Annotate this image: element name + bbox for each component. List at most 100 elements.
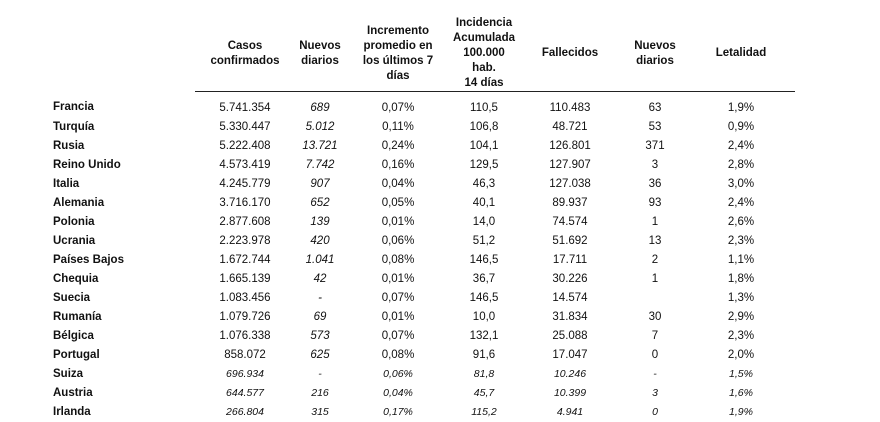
country-name: Polonia [53,215,95,228]
table-row: Turquía 5.330.447 5.012 0,11% 106,8 48.721 53 0… [50,117,795,136]
cell: 0,01% [381,215,415,228]
cell: 146,5 [469,253,499,266]
header-line: Fallecidos [541,47,599,59]
cell: 3,0% [727,177,755,190]
cell: 17.047 [552,348,588,361]
cell: 0,07% [381,101,415,114]
cell: 0,16% [381,158,415,171]
header-line: confirmados [210,54,280,67]
cell: 46,3 [472,177,496,190]
country-name: Portugal [53,348,100,361]
cell: 2,8% [727,158,755,171]
cell: 1.079.726 [219,310,271,323]
cell: 689 [310,101,330,114]
country-name: Alemania [53,196,105,209]
table-row: Ucrania 2.223.978 420 0,06% 51,2 51.692 13 2,3% [50,231,795,250]
cell: 0 [652,405,658,418]
header-line: Letalidad [715,47,767,59]
cell: 652 [310,196,330,209]
header-line: Nuevos [299,39,341,52]
cell: 30 [648,310,662,323]
cell: 0,06% [381,234,415,247]
cell: 132,1 [469,329,499,342]
column-header [50,16,195,92]
cell: 1.672.744 [219,253,271,266]
cell: 1.041 [305,253,335,266]
table-row: Rumanía 1.079.726 69 0,01% 10,0 31.834 30 2,9% [50,307,795,326]
cell: 266.804 [226,405,264,418]
cell: 5.222.408 [219,139,271,152]
cell: 5.012 [305,120,335,133]
cell: 625 [310,348,330,361]
column-header: Incremento promedio en los últimos 7 días [345,16,451,92]
cell: 2,4% [727,196,755,209]
cell: 14,0 [472,215,496,228]
cell: 89.937 [552,196,588,209]
cell: 4.245.779 [219,177,271,190]
header-line: los últimos 7 [362,54,434,67]
header-line: diarios [636,54,674,67]
cell: 420 [310,234,330,247]
cell: 146,5 [469,291,499,304]
cell: 0,06% [383,367,413,380]
cell: 69 [313,310,327,323]
country-name: Bélgica [53,329,94,342]
cell: 0,04% [383,386,413,399]
cell: 858.072 [224,348,266,361]
column-header: Nuevos diarios [295,16,345,92]
cell: 1.665.139 [219,272,271,285]
cell: 104,1 [469,139,499,152]
header-line: Casos [227,39,263,52]
column-header: Nuevos diarios [623,16,687,92]
cell: 0,11% [382,120,414,133]
header-line: días [386,69,410,82]
cell: 115,2 [471,405,497,418]
cell: 1,9% [727,101,755,114]
country-name: Ucrania [53,234,96,247]
cell: 13 [648,234,662,247]
cell: 5.741.354 [219,101,271,114]
table-row: Chequia 1.665.139 42 0,01% 36,7 30.226 1 1,8% [50,269,795,288]
cell: 0,07% [381,329,415,342]
cell: 45,7 [473,386,495,399]
cell: 139 [310,215,330,228]
cell: 7.742 [305,158,335,171]
cell: 2 [651,253,659,266]
table-row: Alemania 3.716.170 652 0,05% 40,1 89.937 93 2,4… [50,193,795,212]
cell: 0,17% [383,405,413,418]
cell: 0,07% [381,291,415,304]
header-line: Acumulada [453,32,515,44]
cell: 315 [311,405,329,418]
cell: 36,7 [472,272,496,285]
cell: 42 [313,272,327,285]
column-header: Incidencia Acumulada 100.000 hab. 14 días [451,16,517,92]
cell: 7 [651,329,659,342]
cell: 25.088 [552,329,588,342]
cell: 2.877.608 [219,215,271,228]
cell: 1,5% [729,367,753,380]
header-line: 14 días [464,77,504,89]
cell: 51,2 [472,234,496,247]
cell: 74.574 [552,215,588,228]
cell: 4.573.419 [219,158,271,171]
cell: 53 [648,120,662,133]
cell: 1,3% [727,291,755,304]
cell: 1,6% [729,386,753,399]
cell: 106,8 [469,120,499,133]
cell: 1,8% [727,272,755,285]
cell: 17.711 [552,253,588,266]
country-name: Italia [53,177,80,190]
cell: 14.574 [552,291,588,304]
cell: 0,01% [381,272,415,285]
cell: 110,5 [470,101,498,114]
cell: 63 [648,101,662,114]
cell: 0,9% [727,120,755,133]
cell: 2,3% [727,234,755,247]
cell: 5.330.447 [219,120,271,133]
cell: 2,9% [727,310,755,323]
cell: 129,5 [469,158,499,171]
country-name: Países Bajos [53,253,124,266]
cell: 0 [651,348,659,361]
header-line: Incidencia [455,17,513,29]
